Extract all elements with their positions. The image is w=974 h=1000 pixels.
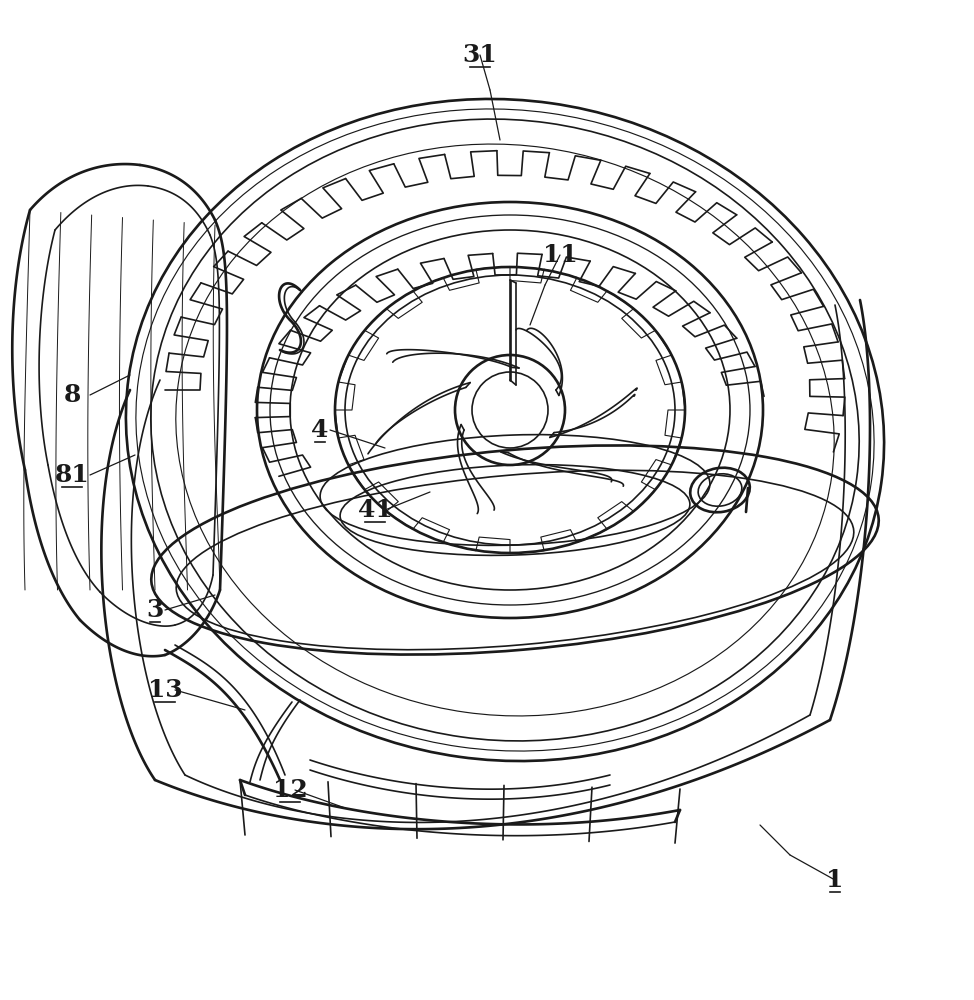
Text: 3: 3 [146, 598, 164, 622]
Text: 12: 12 [273, 778, 308, 802]
Text: 8: 8 [63, 383, 81, 407]
Text: 31: 31 [463, 43, 498, 67]
Text: 41: 41 [357, 498, 393, 522]
Text: 11: 11 [543, 243, 578, 267]
Text: 13: 13 [148, 678, 182, 702]
Text: 81: 81 [55, 463, 90, 487]
Text: 4: 4 [312, 418, 328, 442]
Text: 1: 1 [826, 868, 843, 892]
